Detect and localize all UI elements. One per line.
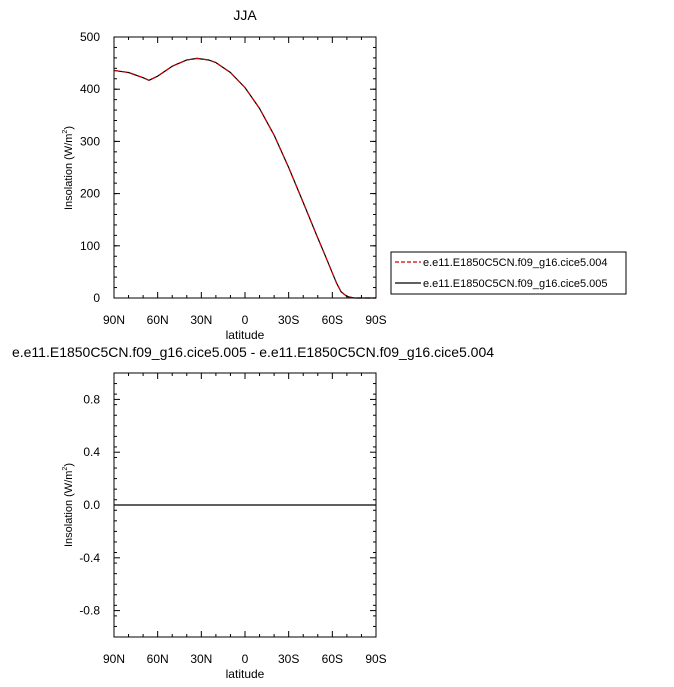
top-x-axis-label: latitude <box>226 328 265 342</box>
bottom-x-tick-label: 90S <box>365 652 386 666</box>
legend-box <box>390 251 627 295</box>
bottom-chart-title: e.e11.E1850C5CN.f09_g16.cice5.005 - e.e1… <box>12 344 494 360</box>
bottom-x-ticks: 90N 60N 30N 0 30S 60S 90S <box>103 373 387 666</box>
bottom-x-tick-label: 30N <box>190 652 212 666</box>
top-y-axis-label: Insolation (W/m2) <box>62 126 75 210</box>
bottom-x-tick-label: 90N <box>103 652 125 666</box>
legend: e.e11.E1850C5CN.f09_g16.cice5.004 e.e11.… <box>390 251 627 295</box>
bottom-y-tick-label: -0.4 <box>79 551 100 565</box>
bottom-x-tick-label: 0 <box>242 652 249 666</box>
top-x-tick-label: 90S <box>365 313 386 327</box>
top-x-tick-label: 30N <box>190 313 212 327</box>
bottom-x-tick-label: 60S <box>322 652 343 666</box>
top-series-line-1 <box>113 57 376 299</box>
legend-label-series-1: e.e11.E1850C5CN.f09_g16.cice5.004 <box>423 257 608 269</box>
top-x-tick-label: 60S <box>322 313 343 327</box>
top-series-line-2 <box>113 57 376 299</box>
bottom-panel: e.e11.E1850C5CN.f09_g16.cice5.005 - e.e1… <box>12 344 494 681</box>
top-y-ticks: 0 100 200 300 400 500 <box>80 30 376 305</box>
top-panel: JJA 90N 60N 30N 0 30S 60S 90S 0 100 200 300 400 500… <box>62 7 387 342</box>
bottom-y-tick-label: 0.8 <box>83 392 100 406</box>
top-y-tick-label: 400 <box>80 82 100 96</box>
bottom-y-axis-label: Insolation (W/m2) <box>62 463 75 547</box>
top-x-tick-label: 30S <box>278 313 299 327</box>
top-chart-title: JJA <box>233 7 257 23</box>
top-y-tick-label: 200 <box>80 187 100 201</box>
top-y-tick-label: 500 <box>80 30 100 44</box>
bottom-y-tick-label: 0.4 <box>83 445 100 459</box>
bottom-x-axis-label: latitude <box>226 667 265 681</box>
top-plot-frame <box>113 36 377 299</box>
top-x-tick-label: 60N <box>147 313 169 327</box>
bottom-y-tick-label: 0.0 <box>83 498 100 512</box>
top-y-tick-label: 300 <box>80 134 100 148</box>
legend-label-series-2: e.e11.E1850C5CN.f09_g16.cice5.005 <box>423 278 608 290</box>
top-x-ticks: 90N 60N 30N 0 30S 60S 90S <box>103 37 387 327</box>
top-x-tick-label: 90N <box>103 313 125 327</box>
top-y-tick-label: 0 <box>93 291 100 305</box>
bottom-x-tick-label: 30S <box>278 652 299 666</box>
top-y-tick-label: 100 <box>80 239 100 253</box>
bottom-x-tick-label: 60N <box>147 652 169 666</box>
bottom-y-ticks: -0.8 -0.4 0.0 0.4 0.8 <box>79 372 376 638</box>
top-plot-lines <box>113 57 376 299</box>
bottom-y-tick-label: -0.8 <box>79 604 100 618</box>
top-x-tick-label: 0 <box>242 313 249 327</box>
